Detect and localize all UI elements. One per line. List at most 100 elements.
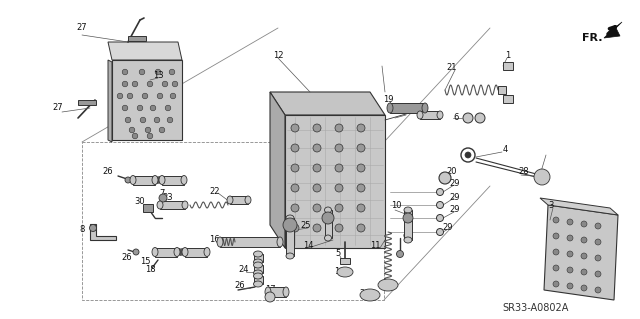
Bar [160,201,185,209]
Polygon shape [285,115,385,248]
Text: 15: 15 [140,257,150,266]
Ellipse shape [313,144,321,152]
Ellipse shape [159,175,165,184]
Ellipse shape [174,248,180,256]
Ellipse shape [595,255,601,261]
Text: 29: 29 [450,179,460,188]
Bar [155,248,177,256]
Ellipse shape [286,253,294,259]
Ellipse shape [553,281,559,287]
Ellipse shape [133,249,139,255]
Bar [220,237,280,247]
Ellipse shape [162,81,168,87]
Ellipse shape [595,223,601,229]
Ellipse shape [167,117,173,123]
Text: 17: 17 [265,286,275,294]
Ellipse shape [204,248,210,256]
Ellipse shape [117,93,123,99]
Ellipse shape [595,239,601,245]
Ellipse shape [90,225,97,232]
Text: FR.: FR. [582,33,602,43]
Text: 30: 30 [134,197,145,206]
Text: 25: 25 [301,220,311,229]
Ellipse shape [125,177,131,183]
Text: 29: 29 [450,192,460,202]
Bar [324,210,332,238]
Ellipse shape [122,81,128,87]
Text: 14: 14 [395,108,405,116]
Ellipse shape [253,273,262,279]
Ellipse shape [132,133,138,139]
Ellipse shape [227,196,233,204]
Text: 1: 1 [506,94,511,103]
Bar [253,254,262,262]
Ellipse shape [595,271,601,277]
Ellipse shape [357,144,365,152]
Text: 26: 26 [235,281,245,291]
Ellipse shape [335,124,343,132]
Ellipse shape [357,204,365,212]
Ellipse shape [129,127,135,133]
Ellipse shape [245,196,251,204]
Ellipse shape [145,127,151,133]
Polygon shape [112,60,182,140]
Ellipse shape [397,250,403,257]
Ellipse shape [165,105,171,111]
Ellipse shape [182,201,188,209]
Ellipse shape [132,81,138,87]
Ellipse shape [436,228,444,235]
Ellipse shape [313,164,321,172]
Ellipse shape [155,69,161,75]
Ellipse shape [581,221,587,227]
Polygon shape [270,92,285,248]
Ellipse shape [357,164,365,172]
Ellipse shape [170,93,176,99]
Ellipse shape [154,117,160,123]
Text: 23: 23 [163,194,173,203]
Text: 5: 5 [335,249,340,258]
Ellipse shape [378,279,398,291]
Ellipse shape [322,212,334,224]
Bar [143,204,153,212]
Ellipse shape [152,175,158,184]
Text: 18: 18 [145,265,156,275]
Ellipse shape [125,117,131,123]
Ellipse shape [553,233,559,239]
Text: 2: 2 [360,288,365,298]
Text: 14: 14 [303,241,313,249]
Bar [404,210,412,240]
Ellipse shape [357,124,365,132]
Ellipse shape [436,214,444,221]
Ellipse shape [335,204,343,212]
Ellipse shape [581,269,587,275]
Bar [162,175,184,184]
Ellipse shape [553,249,559,255]
Ellipse shape [142,93,148,99]
Ellipse shape [337,267,353,277]
Ellipse shape [147,81,153,87]
Ellipse shape [253,281,262,287]
Text: 19: 19 [383,95,393,105]
Ellipse shape [553,265,559,271]
Text: 26: 26 [102,167,113,176]
Ellipse shape [439,172,451,184]
Ellipse shape [357,224,365,232]
Ellipse shape [140,117,146,123]
Text: 12: 12 [273,50,284,60]
Bar [82,142,384,300]
Bar [185,248,207,256]
Ellipse shape [286,215,294,221]
Ellipse shape [567,283,573,289]
Ellipse shape [360,289,380,301]
Ellipse shape [291,224,299,232]
Text: 27: 27 [52,103,63,113]
Ellipse shape [253,251,262,257]
Ellipse shape [595,287,601,293]
Text: 20: 20 [447,167,457,176]
Bar [498,86,506,94]
Ellipse shape [387,103,393,113]
Ellipse shape [159,194,167,202]
Bar [133,175,155,184]
Ellipse shape [172,81,178,87]
Ellipse shape [417,111,423,119]
